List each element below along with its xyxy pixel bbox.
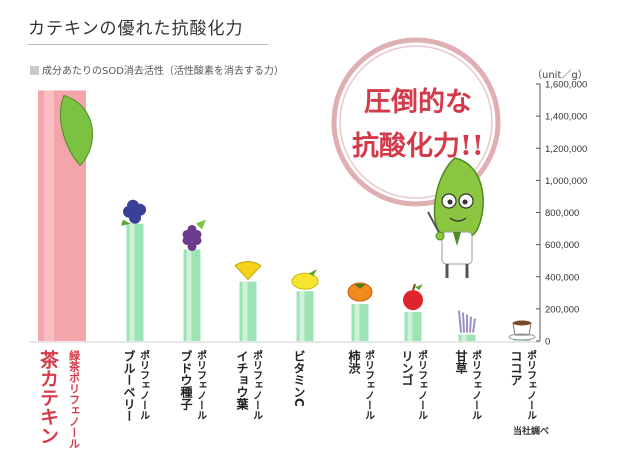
- persimmon-calyx-icon: [354, 284, 366, 290]
- category-label: ブルーベリー: [122, 349, 136, 422]
- title-underline: [28, 44, 268, 45]
- y-tick-label: 800,000: [545, 208, 579, 219]
- apple-leaf-icon: [415, 284, 423, 291]
- stamp-inner-circle: [339, 45, 493, 199]
- stamp-circle: [331, 37, 501, 207]
- ginkgo-icon: [234, 261, 262, 281]
- blueberry-icon: [129, 211, 141, 224]
- bar-3: [183, 249, 201, 341]
- leaf-icon: [59, 94, 93, 167]
- bar-highlight: [461, 334, 467, 341]
- badge-line1: 圧倒的な: [364, 87, 472, 118]
- grape-icon: [187, 241, 197, 251]
- licorice-icon: [472, 318, 476, 333]
- category-sublabel: ポリフェノール: [251, 349, 263, 420]
- category-label: 甘草: [454, 349, 468, 375]
- saucer-icon: [508, 333, 536, 341]
- bar-icons: [59, 94, 536, 341]
- bar-highlight: [242, 281, 248, 341]
- y-axis-unit: （unit／g）: [532, 70, 588, 81]
- category-label: 茶カテキン: [37, 349, 59, 445]
- y-tick-label: 400,000: [545, 272, 579, 283]
- y-tick-label: 0: [545, 337, 550, 348]
- legend-square-icon: [30, 66, 39, 75]
- category-sublabel: ポリフェノール: [195, 349, 207, 420]
- grape-leaf-icon: [196, 219, 206, 230]
- y-axis: 0 200,000 400,000 600,000 800,000 1,000,000 1,…: [30, 80, 587, 348]
- chart-subtitle: 成分あたりのSOD消去活性（活性酸素を消去する力）: [30, 62, 284, 77]
- bar-highlight: [44, 90, 54, 341]
- category-sublabel: ポリフェノール: [416, 349, 428, 420]
- grape-icon: [187, 232, 197, 242]
- leaf-small-icon: [121, 219, 131, 226]
- bar-highlight: [407, 312, 413, 341]
- category-labels: 茶カテキン 緑茶ポリフェノール ブルーベリー ポリフェノール ブドウ種子 ポリフェノールイ…: [37, 349, 537, 449]
- y-tick-label: 1,600,000: [545, 80, 587, 91]
- cocoa-icon: [513, 320, 531, 326]
- apple-stem-icon: [412, 283, 416, 291]
- subtitle-text: 成分あたりのSOD消去活性（活性酸素を消去する力）: [42, 66, 284, 77]
- licorice-icon: [462, 312, 465, 333]
- category-label: リンゴ: [400, 350, 414, 386]
- category-label: ブドウ種子: [179, 349, 193, 411]
- licorice-icon: [458, 310, 462, 333]
- licorice-icon: [469, 316, 472, 333]
- category-sublabel: ポリフェノール: [525, 349, 537, 420]
- page-title: カテキンの優れた抗酸化力: [28, 19, 244, 39]
- y-tick-label: 1,000,000: [545, 176, 587, 187]
- bar-highlight: [186, 249, 192, 341]
- blueberry-icon: [127, 199, 139, 212]
- bar-6: [351, 304, 369, 341]
- category-sublabel: ポリフェノール: [363, 349, 375, 420]
- bar-2: [126, 223, 144, 341]
- bar-highlight: [354, 304, 360, 341]
- category-sublabel: 緑茶ポリフェノール: [68, 349, 82, 449]
- bar-highlight: [129, 223, 135, 341]
- lemon-icon: [291, 272, 319, 290]
- bar-4: [239, 281, 257, 341]
- y-tick-label: 1,400,000: [545, 112, 587, 123]
- bar-5: [296, 291, 314, 341]
- badge-line2: 抗酸化力!!: [352, 131, 484, 162]
- category-sublabel: ポリフェノール: [470, 349, 482, 420]
- bar-7: [404, 312, 422, 341]
- category-label: イチョウ葉: [235, 350, 249, 411]
- y-tick-label: 600,000: [545, 240, 579, 251]
- bar-8: [458, 334, 476, 341]
- lemon-leaf-icon: [309, 269, 317, 277]
- y-tick-label: 1,200,000: [545, 144, 587, 155]
- bar-highlight: [299, 291, 305, 341]
- category-sublabel: ポリフェノール: [138, 349, 150, 420]
- leaf-mascot-icon: [427, 157, 484, 278]
- persimmon-icon: [347, 282, 373, 302]
- y-tick-label: 200,000: [545, 304, 579, 315]
- category-label: 柿渋: [347, 349, 361, 375]
- source-note: 当社調べ: [513, 427, 550, 437]
- category-label: ビタミンC: [292, 350, 306, 407]
- apple-icon: [403, 290, 423, 311]
- category-label: ココア: [509, 350, 523, 386]
